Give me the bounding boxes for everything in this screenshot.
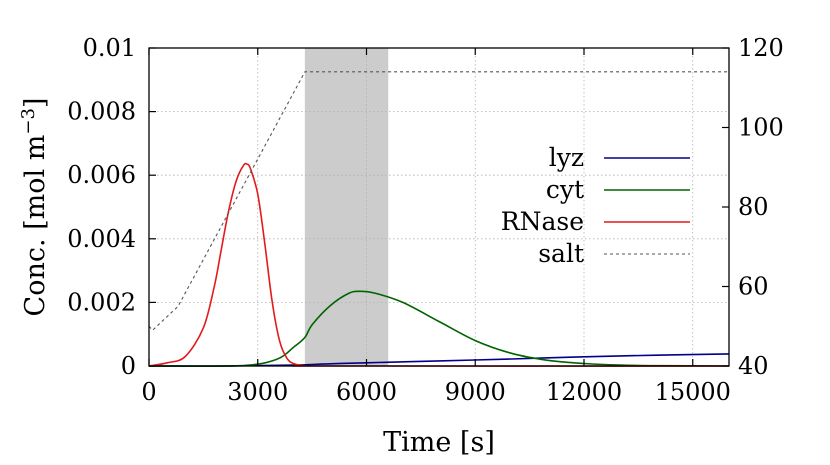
series-line-lyz [148,353,730,367]
x-tick-label-3: 9000 [445,378,506,406]
grid-layer [149,48,729,366]
y-tick-label-2: 0.004 [67,225,136,253]
plot-frame [148,47,730,367]
x-tick-label-0: 0 [141,378,156,406]
y-axis-title-main: Conc. [mol m [20,135,51,317]
legend-label-lyz: lyz [549,143,584,172]
x-tick-label-2: 6000 [336,378,397,406]
y-tick-label-5: 0.01 [83,34,136,62]
y-axis-title-close: ] [20,98,51,109]
y2-tick-label-3: 100 [738,114,784,142]
y-tick-label-4: 0.008 [67,98,136,126]
legend-label-rnase: RNase [501,207,584,236]
y2-tick-label-1: 60 [738,273,769,301]
y2-tick-label-2: 80 [738,193,769,221]
legend-label-salt: salt [538,239,584,268]
x-axis-title: Time [s] [383,427,495,458]
y-tick-label-0: 0 [121,352,136,380]
x-tick-label-4: 12000 [546,378,622,406]
tick-layer: 0 3000 6000 9000 12000 15000 0 0.002 0.004 0.006 0… [67,34,784,406]
y-axis-title-superscript: −3 [18,108,39,135]
x-tick-label-5: 15000 [655,378,731,406]
legend: lyz cyt RNase salt [501,143,690,268]
x-tick-label-1: 3000 [227,378,288,406]
series-layer [148,71,730,368]
y-tick-label-3: 0.006 [67,161,136,189]
y-axis-title: Conc. [mol m−3] [18,98,51,317]
y2-tick-label-0: 40 [738,352,769,380]
y2-tick-label-4: 120 [738,34,784,62]
shaded-region-layer [304,48,389,366]
legend-label-cyt: cyt [546,175,584,204]
y-tick-label-1: 0.002 [67,288,136,316]
series-line-rnase [148,162,730,367]
shaded-region [304,48,389,366]
series-line-salt [148,71,729,331]
